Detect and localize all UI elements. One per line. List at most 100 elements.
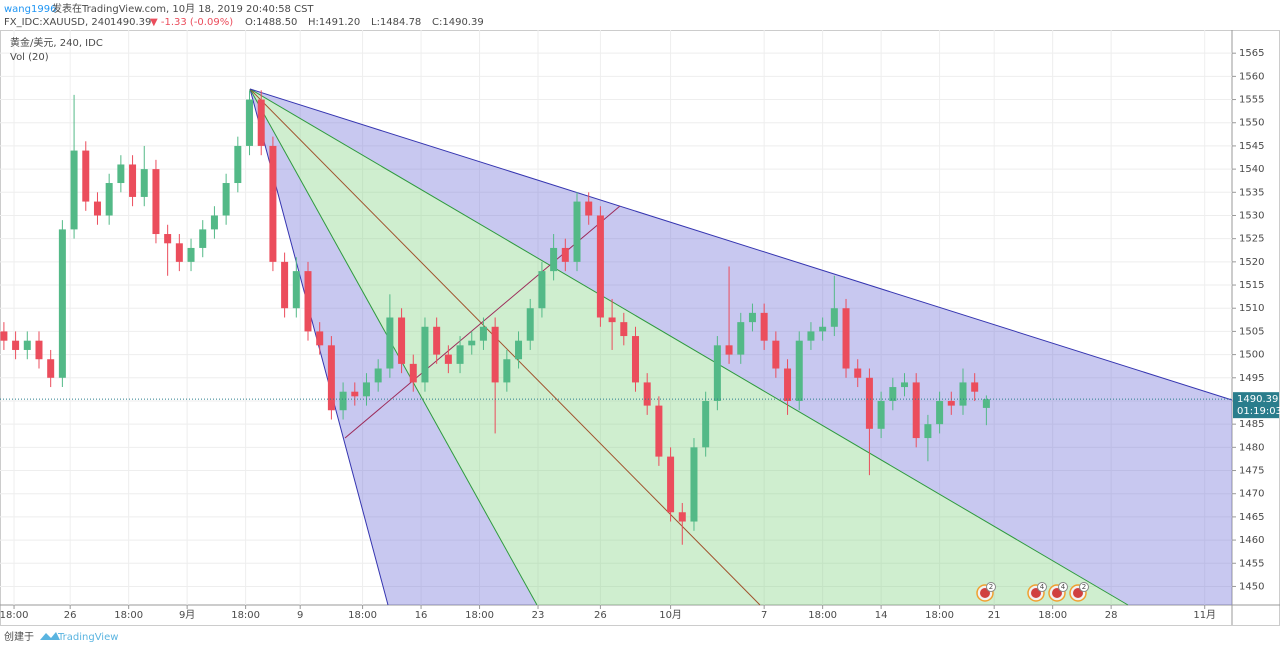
- x-tick-label: 21: [988, 610, 1001, 621]
- candle-body: [585, 201, 593, 216]
- candle-body: [643, 382, 651, 406]
- candle-body: [210, 215, 218, 230]
- x-tick-label: 23: [532, 610, 545, 621]
- candle-body: [316, 331, 324, 346]
- candle-body: [737, 322, 745, 355]
- fan-line: [249, 88, 1233, 401]
- event-badge: [986, 582, 996, 592]
- price-box-label: 1490.39: [1237, 394, 1278, 405]
- x-tick-label: 18:00: [231, 610, 260, 621]
- x-tick-label: 18:00: [925, 610, 954, 621]
- event-badge: [1079, 582, 1089, 592]
- pane-title: 黄金/美元, 240, IDC: [10, 36, 103, 49]
- x-tick-label: 9月: [179, 609, 195, 621]
- x-tick-label: 18:00: [1038, 610, 1067, 621]
- candle-body: [82, 150, 90, 202]
- candle-body: [550, 247, 558, 272]
- y-tick-label: 1500: [1239, 350, 1264, 361]
- candle-body: [152, 169, 160, 235]
- candle-body: [947, 400, 955, 406]
- candle-body: [526, 308, 534, 341]
- y-tick-label: 1545: [1239, 141, 1264, 152]
- candle-body: [444, 354, 452, 364]
- candle-body: [339, 391, 347, 411]
- event-badge: [1037, 582, 1047, 592]
- published: 发表在TradingView.com, 10月 18, 2019 20:40:5…: [52, 2, 314, 15]
- volume-label: Vol (20): [10, 52, 49, 63]
- candle-body: [795, 340, 803, 401]
- candle-body: [772, 340, 780, 369]
- candle-body: [971, 382, 979, 392]
- y-tick-label: 1560: [1239, 71, 1264, 82]
- y-tick-label: 1535: [1239, 187, 1264, 198]
- ohlc-close: C:1490.39: [432, 17, 484, 28]
- candle-body: [468, 340, 476, 346]
- candle-body: [854, 368, 862, 378]
- candle-body: [105, 183, 113, 216]
- candle-body: [12, 340, 20, 350]
- candle-body: [596, 215, 604, 318]
- tv-logo: [40, 632, 60, 640]
- candles: [0, 90, 1232, 545]
- x-tick-label: 26: [594, 610, 607, 621]
- fan-line: [249, 88, 1129, 606]
- x-tick-label: 7: [761, 610, 767, 621]
- candle-body: [199, 229, 207, 248]
- candle-body: [479, 326, 487, 341]
- candle-body: [760, 312, 768, 341]
- candle-body: [222, 183, 230, 216]
- candle-body: [292, 271, 300, 309]
- candle-body: [164, 234, 172, 244]
- candle-body: [936, 400, 944, 425]
- candle-body: [515, 340, 523, 360]
- candle-body: [842, 308, 850, 369]
- candle-body: [257, 99, 265, 146]
- candle-body: [924, 424, 932, 439]
- x-tick-label: 18:00: [114, 610, 143, 621]
- candle-body: [269, 145, 277, 262]
- event-count: 4: [1040, 583, 1045, 591]
- ohlc-low: L:1484.78: [371, 17, 421, 28]
- candle-body: [573, 201, 581, 262]
- y-tick-label: 1525: [1239, 234, 1264, 245]
- candle-body: [23, 340, 31, 350]
- x-tick-label: 16: [415, 610, 428, 621]
- candle-body: [374, 368, 382, 383]
- event-count: 4: [1061, 583, 1066, 591]
- candle-body: [889, 387, 897, 401]
- candle-body: [304, 271, 312, 332]
- x-tick-label: 18:00: [465, 610, 494, 621]
- candle-body: [433, 326, 441, 355]
- y-tick-label: 1550: [1239, 118, 1264, 129]
- footer-prefix: 创建于: [4, 630, 34, 643]
- candle-body: [819, 326, 827, 332]
- event-count: 2: [989, 583, 993, 591]
- candle-body: [47, 359, 55, 378]
- ohlc-open: O:1488.50: [245, 17, 297, 28]
- candle-body: [456, 345, 464, 364]
- y-tick-label: 1505: [1239, 326, 1264, 337]
- x-tick-label: 9: [297, 610, 303, 621]
- candle-body: [140, 169, 148, 197]
- candle-body: [678, 512, 686, 522]
- change: ▼ -1.33 (-0.09%): [150, 17, 233, 28]
- candle-body: [690, 447, 698, 522]
- price-box: [1233, 392, 1279, 419]
- candle-body: [830, 308, 838, 327]
- x-tick-label: 10月: [659, 609, 682, 621]
- candle-body: [351, 391, 359, 397]
- y-tick-label: 1470: [1239, 489, 1264, 500]
- y-tick-label: 1515: [1239, 280, 1264, 291]
- x-tick-label: 26: [64, 610, 77, 621]
- candle-body: [398, 317, 406, 364]
- x-tick-label: 11月: [1193, 609, 1216, 621]
- fan-line: [249, 88, 538, 606]
- y-tick-label: 1475: [1239, 466, 1264, 477]
- candle-body: [877, 400, 885, 429]
- x-tick-label: 18:00: [348, 610, 377, 621]
- y-tick-label: 1460: [1239, 535, 1264, 546]
- candle-body: [631, 336, 639, 383]
- x-tick-label: 14: [875, 610, 888, 621]
